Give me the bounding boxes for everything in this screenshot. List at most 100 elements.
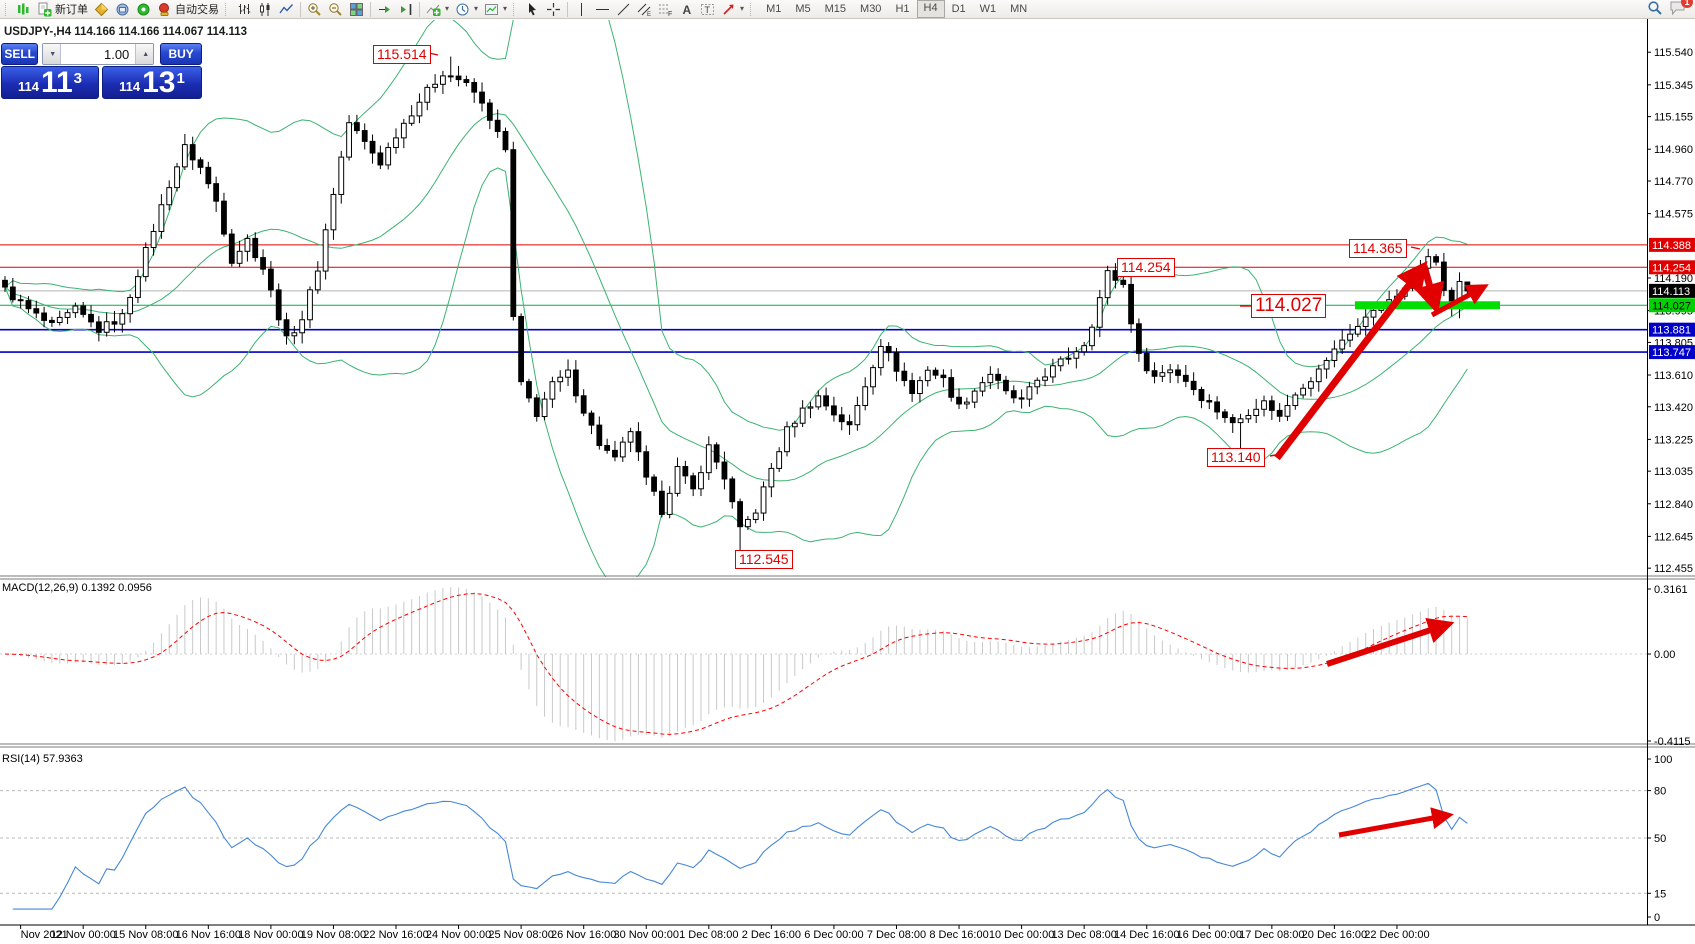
sell-price-sup: 3 xyxy=(73,70,83,87)
trend-arrow[interactable] xyxy=(1326,617,1455,667)
auto-scroll-icon xyxy=(379,5,390,13)
sell-price-display[interactable]: 114 11 3 xyxy=(1,66,99,99)
volume-stepper: ▼ ▲ xyxy=(42,43,155,65)
templates-button[interactable]: ▾ xyxy=(481,1,510,18)
price-axis[interactable]: 115.540 115.345 115.155 114.960 114.770 114.5… xyxy=(1647,47,1693,924)
price-annotation-115-514[interactable]: 115.514 xyxy=(373,45,431,64)
buy-price-main: 13 xyxy=(142,66,176,99)
svg-text:24 Nov 00:00: 24 Nov 00:00 xyxy=(426,929,491,941)
timeframe-bar: M1 M5 M15 M30 H1 H4 D1 W1 MN xyxy=(759,0,1034,18)
svg-text:113.747: 113.747 xyxy=(1652,347,1691,359)
price-annotation-114-254[interactable]: 114.254 xyxy=(1117,258,1175,277)
text-tool[interactable]: A xyxy=(676,1,697,18)
timeframe-m30[interactable]: M30 xyxy=(860,3,882,15)
svg-text:114.254: 114.254 xyxy=(1652,262,1691,274)
buy-price-sup: 1 xyxy=(176,70,185,87)
tile-windows-button[interactable] xyxy=(346,1,367,18)
timeframe-w1[interactable]: W1 xyxy=(979,3,997,15)
macd-label: MACD(12,26,9) 0.1392 0.0956 xyxy=(2,582,152,594)
svg-text:1 Dec 08:00: 1 Dec 08:00 xyxy=(679,929,738,941)
price-annotation-112-545[interactable]: 112.545 xyxy=(735,550,793,569)
fibonacci-tool[interactable]: F xyxy=(655,1,676,18)
svg-text:18 Nov 00:00: 18 Nov 00:00 xyxy=(238,929,303,941)
auto-scroll-button[interactable] xyxy=(374,1,395,18)
trend-arrows[interactable] xyxy=(1274,260,1489,838)
sell-button[interactable]: SELL xyxy=(1,43,39,65)
svg-text:113.420: 113.420 xyxy=(1654,402,1693,414)
support-zone-bar[interactable] xyxy=(1355,301,1500,310)
price-annotation-114-027[interactable]: 114.027 xyxy=(1251,294,1327,318)
svg-text:0.00: 0.00 xyxy=(1654,649,1675,661)
new-chart-button[interactable] xyxy=(14,1,34,18)
svg-text:12 Nov 00:00: 12 Nov 00:00 xyxy=(50,929,115,941)
crosshair-tool-button[interactable] xyxy=(543,1,564,18)
bar-chart-button[interactable] xyxy=(234,1,255,18)
svg-text:115.540: 115.540 xyxy=(1654,47,1693,59)
new-chart-icon xyxy=(17,2,31,16)
zoom-out-icon xyxy=(329,2,342,16)
line-chart-icon xyxy=(279,3,293,13)
svg-text:114.113: 114.113 xyxy=(1652,286,1690,298)
signals-button[interactable] xyxy=(133,1,154,18)
timeframe-d1[interactable]: D1 xyxy=(951,3,966,15)
price-annotation-114-365[interactable]: 114.365 xyxy=(1349,239,1407,258)
autotrade-button[interactable]: 自动交易 xyxy=(154,1,222,18)
svg-text:0: 0 xyxy=(1654,912,1660,924)
trend-arrow[interactable] xyxy=(1274,260,1428,461)
buy-price-display[interactable]: 114 13 1 xyxy=(102,66,202,99)
indicators-button[interactable]: ▾ xyxy=(423,1,452,18)
timeframe-h1[interactable]: H1 xyxy=(895,3,910,15)
arrows-tool[interactable]: ▾ xyxy=(718,1,747,18)
svg-text:112.645: 112.645 xyxy=(1654,531,1693,543)
new-order-button[interactable]: 新订单 xyxy=(34,1,91,18)
search-button[interactable] xyxy=(1647,0,1663,19)
volume-increase-button[interactable]: ▲ xyxy=(135,44,154,64)
dropdown-caret: ▾ xyxy=(740,4,745,13)
text-label-icon: T xyxy=(701,3,715,15)
svg-text:19 Nov 08:00: 19 Nov 08:00 xyxy=(301,929,366,941)
zoom-out-button[interactable] xyxy=(325,1,346,18)
market-button[interactable] xyxy=(91,1,112,18)
timeframe-mn[interactable]: MN xyxy=(1010,3,1028,15)
svg-text:114.575: 114.575 xyxy=(1654,209,1693,221)
svg-text:15 Nov 08:00: 15 Nov 08:00 xyxy=(113,929,178,941)
toolbar-grip xyxy=(225,2,231,16)
zoom-in-button[interactable] xyxy=(304,1,325,18)
trend-arrow[interactable] xyxy=(1414,265,1445,315)
trendline-tool[interactable] xyxy=(613,1,634,18)
trend-arrow[interactable] xyxy=(1430,284,1489,318)
svg-text:7 Dec 08:00: 7 Dec 08:00 xyxy=(867,929,926,941)
timeframe-m15[interactable]: M15 xyxy=(824,3,847,15)
indicators-icon xyxy=(426,4,441,16)
notification-badge: 1 xyxy=(1681,0,1693,8)
svg-text:114.960: 114.960 xyxy=(1654,144,1693,156)
periods-button[interactable]: ▾ xyxy=(452,1,481,18)
horizontal-line-tool[interactable] xyxy=(592,1,613,18)
line-chart-button[interactable] xyxy=(276,1,297,18)
timeframe-m5[interactable]: M5 xyxy=(795,3,811,15)
timeframe-h4[interactable]: H4 xyxy=(916,0,945,18)
price-annotation-113-140[interactable]: 113.140 xyxy=(1207,448,1265,467)
volume-input[interactable] xyxy=(61,44,136,64)
text-label-tool[interactable]: T xyxy=(697,1,718,18)
volume-decrease-button[interactable]: ▼ xyxy=(43,44,62,64)
horizontal-line-icon xyxy=(596,8,610,10)
vertical-line-tool[interactable] xyxy=(571,1,592,18)
trend-arrow[interactable] xyxy=(1338,807,1454,838)
chat-button[interactable]: 1 xyxy=(1669,0,1693,19)
crosshair-icon xyxy=(547,2,561,16)
autotrade-icon xyxy=(157,2,172,17)
candle-chart-button[interactable] xyxy=(255,1,276,18)
cursor-tool-button[interactable] xyxy=(522,1,543,18)
fibonacci-icon: F xyxy=(659,4,672,17)
chart-shift-button[interactable] xyxy=(395,1,416,18)
buy-button[interactable]: BUY xyxy=(160,43,202,65)
svg-text:113.035: 113.035 xyxy=(1654,466,1693,478)
codebase-button[interactable] xyxy=(112,1,133,18)
timeframe-m1[interactable]: M1 xyxy=(766,3,782,15)
macd-histogram xyxy=(12,587,1468,742)
templates-icon xyxy=(485,3,499,15)
channel-tool[interactable]: E xyxy=(634,1,655,18)
